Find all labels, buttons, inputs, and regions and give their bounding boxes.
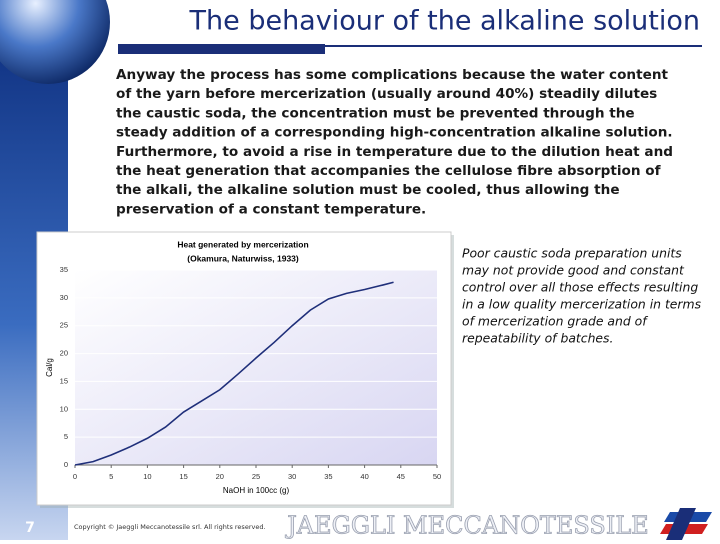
body-line: steady addition of a corresponding high-… [116,125,673,141]
body-text: Anyway the process has some complication… [116,67,673,217]
logo-stripe [666,508,696,540]
note-line: of mercerization grade and of [462,314,648,329]
y-tick-label: 15 [60,376,68,385]
y-tick-label: 35 [60,265,68,274]
note-line: repeatability of batches. [462,331,613,346]
x-tick-label: 5 [109,472,113,481]
plot-area [75,270,437,465]
x-tick-label: 25 [252,472,260,481]
y-tick-label: 10 [60,404,68,413]
body-line: Anyway the process has some complication… [116,67,669,83]
globe [0,0,110,84]
note-line: may not provide good and constant [462,263,685,278]
x-axis-label: NaOH in 100cc (g) [223,486,290,495]
body-line: of the yarn before mercerization (usuall… [116,86,657,102]
x-tick-label: 45 [397,472,405,481]
body-line: the heat generation that accompanies the… [116,163,662,179]
y-tick-label: 0 [64,460,68,469]
x-tick-label: 10 [143,472,151,481]
note-text: Poor caustic soda preparation units may n… [462,246,702,346]
data-line [74,281,394,466]
y-axis-label: Cal/g [45,358,54,377]
y-tick-label: 5 [64,432,68,441]
x-tick-label: 50 [433,472,441,481]
body-line: the alkali, the alkaline solution must b… [116,182,620,198]
note-line: control over all those effects resulting [462,280,698,295]
note-line: in a low quality mercerization in terms [462,297,702,312]
note-line: Poor caustic soda preparation units [462,246,682,261]
x-tick-label: 40 [360,472,368,481]
body-line: preservation of a constant temperature. [116,201,426,217]
x-tick-label: 15 [179,472,187,481]
copyright: Copyright © Jaeggli Meccanotessile srl. … [74,523,266,531]
body-line: the caustic soda, the concentration must… [116,105,635,121]
x-tick-label: 20 [216,472,224,481]
chart-title: Heat generated by mercerization [177,239,308,249]
y-tick-label: 20 [60,349,68,358]
slide-title: The behaviour of the alkaline solution [189,6,700,37]
x-tick-label: 30 [288,472,296,481]
brand: JAEGGLI MECCANOTESSILE [284,512,649,540]
title-bar [118,44,325,54]
chart: Heat generated by mercerization (Okamura,… [45,239,441,495]
y-tick-label: 25 [60,321,68,330]
x-tick-label: 35 [324,472,332,481]
page-number: 7 [25,520,35,536]
chart-subtitle: (Okamura, Naturwiss, 1933) [187,253,299,263]
x-tick-label: 0 [73,472,77,481]
y-tick-label: 30 [60,293,68,302]
logo [660,508,712,540]
body-line: Furthermore, to avoid a rise in temperat… [116,144,673,160]
